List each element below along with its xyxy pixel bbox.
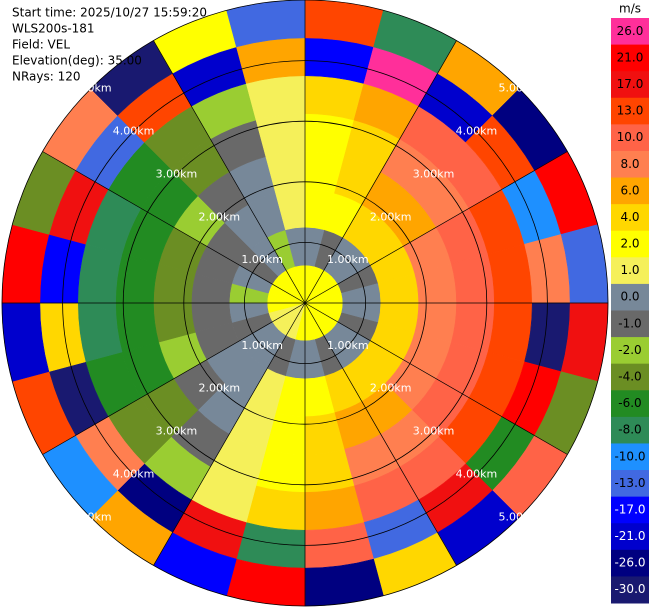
colorbar-cell bbox=[611, 523, 649, 551]
colorbar-cell bbox=[611, 363, 649, 391]
colorbar-title: m/s bbox=[619, 2, 641, 16]
colorbar-label: -8.0 bbox=[618, 423, 641, 437]
colorbar-cell bbox=[611, 549, 649, 577]
colorbar-label: -21.0 bbox=[614, 529, 645, 543]
colorbar-label: -1.0 bbox=[618, 316, 641, 330]
range-ring-label: 4.00km bbox=[456, 125, 498, 138]
range-ring-label: 2.00km bbox=[199, 210, 241, 223]
colorbar-label: 0.0 bbox=[620, 290, 639, 304]
range-ring bbox=[1, 0, 609, 607]
colorbar-label: 13.0 bbox=[617, 104, 644, 118]
range-ring-label: 3.00km bbox=[413, 425, 455, 438]
velocity-gate bbox=[304, 75, 365, 121]
range-ring-label: 4.00km bbox=[113, 125, 155, 138]
colorbar-label: 4.0 bbox=[620, 210, 639, 224]
range-ring-label: 1.00km bbox=[241, 339, 283, 352]
colorbar-cell bbox=[611, 470, 649, 498]
colorbar-cell bbox=[611, 124, 649, 152]
colorbar-cell bbox=[611, 390, 649, 418]
colorbar-label: -17.0 bbox=[614, 502, 645, 516]
colorbar-cell bbox=[611, 71, 649, 99]
colorbar-label: -30.0 bbox=[614, 582, 645, 596]
spoke bbox=[42, 302, 306, 455]
annotation: NRays: 120 bbox=[12, 70, 81, 84]
range-ring-label: 2.00km bbox=[370, 382, 412, 395]
colorbar-label: 2.0 bbox=[620, 237, 639, 251]
colorbar-label: 26.0 bbox=[617, 24, 644, 38]
colorbar-cell bbox=[611, 150, 649, 179]
colorbar-cell bbox=[611, 257, 649, 285]
colorbar-label: -4.0 bbox=[618, 369, 641, 383]
range-ring-label: 4.00km bbox=[113, 467, 155, 480]
colorbar-cell bbox=[611, 310, 649, 338]
velocity-gate bbox=[245, 485, 306, 531]
spoke bbox=[153, 40, 306, 304]
colorbar-cell bbox=[611, 443, 649, 471]
colorbar-label: 1.0 bbox=[620, 263, 639, 277]
colorbar-cell bbox=[611, 337, 649, 365]
spoke bbox=[304, 40, 457, 304]
colorbar-label: 17.0 bbox=[617, 77, 644, 91]
range-ring-label: 3.00km bbox=[413, 167, 455, 180]
colorbar-label: -26.0 bbox=[614, 556, 645, 570]
colorbar-label: 21.0 bbox=[617, 50, 644, 64]
colorbar-label: 8.0 bbox=[620, 157, 639, 171]
colorbar-cell bbox=[611, 204, 649, 232]
colorbar-cell bbox=[611, 18, 649, 46]
range-ring bbox=[122, 120, 488, 486]
colorbar-cell bbox=[611, 230, 649, 258]
colorbar-cell bbox=[611, 496, 649, 524]
colorbar-cell bbox=[611, 576, 649, 604]
range-ring bbox=[62, 60, 548, 546]
range-ring-label: 5.00km bbox=[70, 510, 112, 523]
range-ring-label: 3.00km bbox=[156, 167, 198, 180]
colorbar-label: 10.0 bbox=[617, 130, 644, 144]
annotation: Start time: 2025/10/27 15:59:20 bbox=[12, 6, 207, 20]
colorbar-cell bbox=[611, 177, 649, 205]
colorbar-label: -6.0 bbox=[618, 396, 641, 410]
colorbar-cell bbox=[611, 44, 649, 72]
spoke bbox=[153, 302, 306, 566]
spoke bbox=[304, 302, 568, 455]
colorbar-label: -10.0 bbox=[614, 449, 645, 463]
velocity-gate bbox=[77, 302, 123, 363]
colorbar-label: -2.0 bbox=[618, 343, 641, 357]
velocity-gate bbox=[245, 75, 306, 121]
spoke bbox=[42, 151, 306, 304]
colorbar-cell bbox=[611, 97, 649, 125]
annotation: WLS200s-181 bbox=[12, 22, 95, 36]
range-ring-label: 4.00km bbox=[456, 467, 498, 480]
velocity-gate bbox=[487, 243, 533, 304]
colorbar-label: 6.0 bbox=[620, 183, 639, 197]
range-ring-label: 2.00km bbox=[199, 382, 241, 395]
velocity-gate bbox=[487, 302, 533, 363]
spoke bbox=[304, 151, 568, 304]
colorbar-cell bbox=[611, 416, 649, 444]
range-ring-label: 5.00km bbox=[498, 82, 540, 95]
range-ring-label: 1.00km bbox=[327, 253, 369, 266]
velocity-gate bbox=[77, 243, 123, 304]
range-ring-label: 2.00km bbox=[370, 210, 412, 223]
range-ring-label: 5.00km bbox=[70, 82, 112, 95]
range-ring bbox=[183, 181, 427, 425]
range-ring bbox=[243, 241, 366, 364]
colorbar-label: -13.0 bbox=[614, 476, 645, 490]
range-ring-label: 5.00km bbox=[498, 510, 540, 523]
range-ring-label: 1.00km bbox=[327, 339, 369, 352]
colorbar-cell bbox=[611, 283, 649, 311]
range-ring-label: 1.00km bbox=[241, 253, 283, 266]
range-ring-label: 3.00km bbox=[156, 425, 198, 438]
spoke bbox=[304, 302, 457, 566]
annotation: Elevation(deg): 35.00 bbox=[12, 54, 142, 68]
velocity-gate bbox=[304, 485, 365, 531]
annotation: Field: VEL bbox=[12, 38, 70, 52]
